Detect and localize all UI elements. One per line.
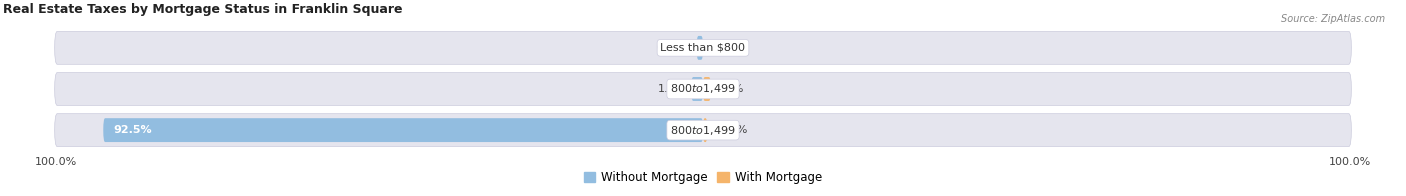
Text: 1.8%: 1.8% xyxy=(658,84,686,94)
FancyBboxPatch shape xyxy=(696,36,703,60)
Text: 0.67%: 0.67% xyxy=(713,125,748,135)
Text: 0.0%: 0.0% xyxy=(709,43,737,53)
FancyBboxPatch shape xyxy=(692,77,703,101)
Text: $800 to $1,499: $800 to $1,499 xyxy=(671,83,735,95)
Text: 100.0%: 100.0% xyxy=(1329,157,1371,167)
FancyBboxPatch shape xyxy=(55,31,1351,64)
Text: 100.0%: 100.0% xyxy=(35,157,77,167)
FancyBboxPatch shape xyxy=(103,118,703,142)
FancyBboxPatch shape xyxy=(703,118,707,142)
Text: 1.2%: 1.2% xyxy=(716,84,744,94)
FancyBboxPatch shape xyxy=(55,114,1351,147)
Text: $800 to $1,499: $800 to $1,499 xyxy=(671,124,735,137)
Text: 0.98%: 0.98% xyxy=(657,43,692,53)
Legend: Without Mortgage, With Mortgage: Without Mortgage, With Mortgage xyxy=(579,167,827,189)
FancyBboxPatch shape xyxy=(55,73,1351,105)
Text: Source: ZipAtlas.com: Source: ZipAtlas.com xyxy=(1281,14,1385,24)
FancyBboxPatch shape xyxy=(703,77,711,101)
Text: Real Estate Taxes by Mortgage Status in Franklin Square: Real Estate Taxes by Mortgage Status in … xyxy=(3,3,402,16)
Text: 92.5%: 92.5% xyxy=(112,125,152,135)
Text: Less than $800: Less than $800 xyxy=(661,43,745,53)
